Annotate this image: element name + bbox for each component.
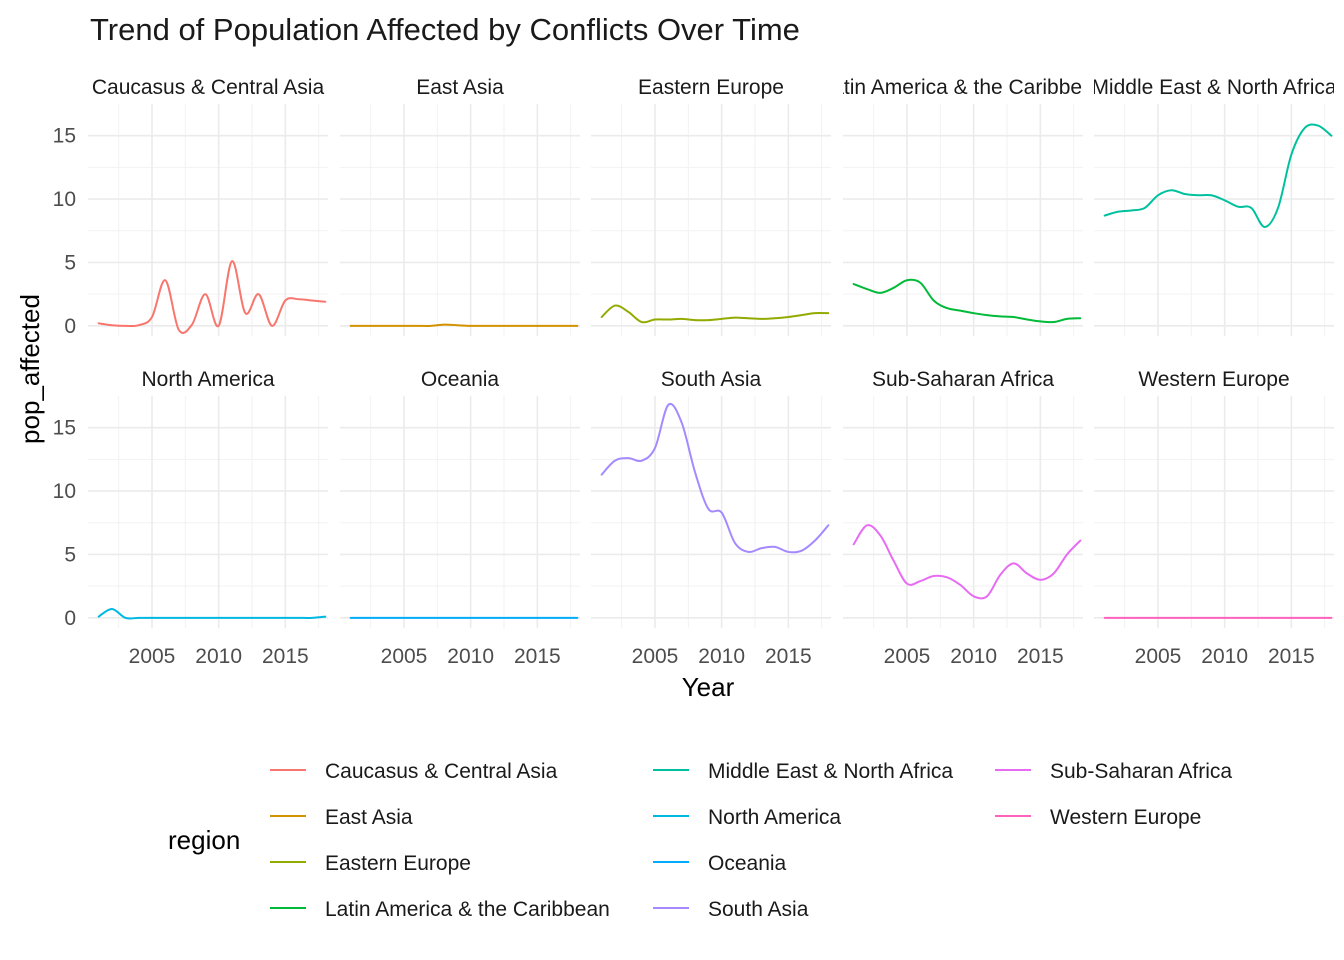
legend-label: Sub-Saharan Africa	[1050, 760, 1232, 783]
legend-label: Middle East & North Africa	[708, 760, 953, 783]
legend-label: South Asia	[708, 898, 809, 921]
x-tick-label: 2010	[195, 645, 242, 668]
facet-panel: North America 0 5 10 15 2005 2010 2015	[53, 368, 328, 668]
y-tick-label: 0	[64, 607, 76, 630]
y-tick-label: 10	[53, 480, 76, 503]
legend-item: North America	[653, 806, 841, 829]
legend-title: region	[168, 825, 240, 855]
series-line	[600, 402, 830, 554]
legend-item: Latin America & the Caribbean	[270, 898, 610, 921]
legend-item: Eastern Europe	[270, 852, 471, 875]
legend-label: Oceania	[708, 852, 787, 875]
series-line	[852, 524, 1082, 600]
y-tick-label: 5	[64, 543, 76, 566]
legend-label: Eastern Europe	[325, 852, 471, 875]
series-line	[97, 260, 327, 334]
legend-item: Caucasus & Central Asia	[270, 760, 558, 783]
facet-strip-label: East Asia	[416, 76, 504, 99]
x-tick-label: 2005	[129, 645, 176, 668]
legend-label: North America	[708, 806, 841, 829]
series-line	[97, 607, 327, 620]
legend-item: Western Europe	[995, 806, 1201, 829]
facet-strip-label: South Asia	[661, 368, 762, 391]
x-axis-title: Year	[682, 672, 735, 702]
x-tick-label: 2015	[514, 645, 561, 668]
series-line	[600, 304, 830, 324]
y-tick-label: 15	[53, 125, 76, 148]
facet-panel: Sub-Saharan Africa 2005 2010 2015	[843, 368, 1083, 668]
series-line	[1103, 123, 1333, 228]
legend-label: Western Europe	[1050, 806, 1201, 829]
facet-panel: East Asia	[340, 76, 580, 336]
series-line	[852, 278, 1082, 324]
x-tick-label: 2005	[1135, 645, 1182, 668]
x-tick-label: 2010	[1201, 645, 1248, 668]
y-tick-label: 5	[64, 251, 76, 274]
chart-title: Trend of Population Affected by Conflict…	[90, 12, 800, 47]
x-tick-label: 2010	[447, 645, 494, 668]
facet-strip-label: North America	[141, 368, 274, 391]
facet-strip-label: Western Europe	[1138, 368, 1289, 391]
facet-panel: Caucasus & Central Asia 0 5 10 15	[53, 76, 328, 338]
legend-label: East Asia	[325, 806, 413, 829]
legend-label: Latin America & the Caribbean	[325, 898, 610, 921]
facet-panel: Western Europe 2005 2010 2015	[1094, 368, 1334, 668]
legend-label: Caucasus & Central Asia	[325, 760, 558, 783]
x-tick-label: 2015	[262, 645, 309, 668]
facet-strip-label: Sub-Saharan Africa	[872, 368, 1054, 391]
x-tick-label: 2005	[381, 645, 428, 668]
facet-strip-label: Oceania	[421, 368, 500, 391]
legend: region Caucasus & Central Asia East Asia E…	[168, 760, 1232, 921]
y-axis-title: pop_affected	[15, 294, 45, 444]
facet-panel: Oceania 2005 2010 2015	[340, 368, 580, 668]
facet-strip-label: Middle East & North Africa	[1091, 76, 1336, 99]
series-line	[349, 323, 579, 327]
legend-item: Sub-Saharan Africa	[995, 760, 1232, 783]
facet-panel: South Asia 2005 2010 2015	[591, 368, 831, 668]
facet-strip-label: Eastern Europe	[638, 76, 784, 99]
y-tick-label: 0	[64, 315, 76, 338]
x-tick-label: 2005	[884, 645, 931, 668]
facet-strip-label: Caucasus & Central Asia	[92, 76, 325, 99]
y-tick-label: 10	[53, 188, 76, 211]
facet-panel: Eastern Europe	[591, 76, 831, 336]
x-tick-label: 2015	[1268, 645, 1315, 668]
facet-panel: Latin America & the Caribbean	[821, 76, 1106, 336]
facet-panels: Caucasus & Central Asia 0 5 10 15 East Asia Ea…	[53, 76, 1336, 668]
y-tick-label: 15	[53, 417, 76, 440]
facet-strip-label: Latin America & the Caribbean	[821, 76, 1106, 99]
x-tick-label: 2015	[765, 645, 812, 668]
x-tick-label: 2010	[950, 645, 997, 668]
x-tick-label: 2015	[1017, 645, 1064, 668]
legend-item: East Asia	[270, 806, 413, 829]
legend-item: South Asia	[653, 898, 809, 921]
facet-panel: Middle East & North Africa	[1091, 76, 1336, 336]
x-tick-label: 2005	[632, 645, 679, 668]
legend-item: Oceania	[653, 852, 787, 875]
x-tick-label: 2010	[698, 645, 745, 668]
legend-item: Middle East & North Africa	[653, 760, 953, 783]
